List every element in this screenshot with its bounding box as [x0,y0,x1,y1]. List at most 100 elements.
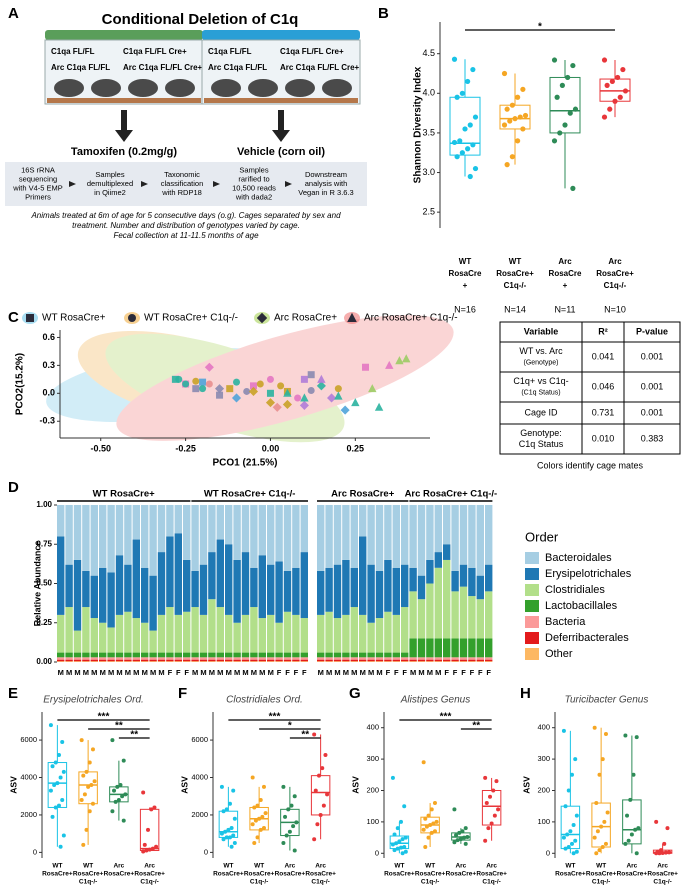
bar-segment [82,659,90,662]
point [86,784,91,789]
point [229,844,234,849]
x-tick-label: WT [83,863,93,870]
bar-segment [191,607,199,653]
point [394,841,399,846]
point [452,840,457,845]
point [334,391,343,400]
bar-segment [417,659,426,662]
point [243,387,251,395]
bar-segment [99,661,107,662]
x-tick-label: C1q-/- [504,281,527,290]
table-text: (C1q Status) [521,389,560,396]
point [56,803,61,808]
x-tick-label: Arc [486,863,497,870]
bar-segment [90,657,98,660]
bar-segment [258,659,266,662]
x-tick-label: C1q-/- [482,879,500,886]
panel-title: Clostridiales Ord. [226,695,303,706]
point [452,807,457,812]
point [470,66,476,73]
bar-segment [216,607,224,653]
bar-segment [157,657,166,660]
genotype-label: Arc C1qa FL/FL Cre+ [280,63,360,72]
bar-segment [443,559,451,639]
bar-segment [375,505,384,571]
sex-label: M [217,668,223,677]
y-tick-label: 0.25 [36,618,52,627]
point [454,94,460,100]
point [424,824,429,829]
bar-segment [124,505,132,565]
genotype-label: C1qa FL/FL Cre+ [280,47,344,56]
point [256,380,264,388]
point [522,112,529,119]
point [87,760,92,765]
sex-label: M [351,668,357,677]
bar-segment [199,564,208,615]
point [392,832,397,837]
diagram-title: Conditional Deletion of C1q [102,11,299,28]
point [597,848,602,853]
bar-segment [443,544,451,560]
point [48,788,53,793]
x-tick-label: RosaCre+ [42,871,73,878]
x-tick-label: C1q-/- [311,879,329,886]
point [561,835,566,840]
point [250,822,255,827]
bar-segment [174,661,182,662]
bar-segment [292,652,300,658]
group-label: WT RosaCre+ C1q-/- [204,489,296,500]
legend-label: Arc RosaCre+ [274,313,337,324]
y-tick-label: 0.75 [36,539,52,548]
bar-segment [115,505,124,556]
n-label: N=10 [604,304,626,314]
point [58,844,63,849]
point [625,813,630,818]
bar-segment [359,661,367,662]
legend-title: Order [525,529,559,544]
sex-label: F [285,668,290,677]
point [61,833,66,838]
point [601,114,608,120]
point [423,816,428,821]
point [147,847,152,852]
sex-label: M [58,668,64,677]
y-axis-label: ASV [350,776,360,794]
sex-label: M [108,668,114,677]
legend-label: Clostridiales [545,584,605,596]
legend-marker [26,314,34,322]
y-tick-label: 0.0 [42,388,55,398]
legend-swatch [525,616,539,628]
sex-label: F [453,668,458,677]
bar-segment [426,505,434,560]
x-tick-label: RosaCre [449,269,482,278]
point [227,835,232,840]
point [316,381,326,391]
point [226,827,231,832]
bar-segment [166,661,174,662]
x-tick-label: 0.25 [347,443,365,453]
bar-segment [199,652,208,658]
sex-label: F [394,668,399,677]
x-tick-label: Arc [608,257,622,266]
bar-segment [459,661,468,662]
x-tick-label: RosaCre+ [384,871,415,878]
significance-label: *** [269,712,281,723]
point [81,773,86,778]
bar-segment [99,505,107,568]
x-tick-label: C1q-/- [592,879,610,886]
point [467,173,473,180]
bar-segment [208,661,216,662]
bar-segment [250,652,258,658]
point [50,814,55,819]
sex-label: M [242,668,248,677]
bar-segment [359,536,367,615]
bar-segment [99,659,107,662]
x-tick-label: C1q-/- [250,879,268,886]
point [253,818,258,823]
bar-segment [325,505,333,568]
sex-label: M [410,668,416,677]
bar-segment [317,570,325,615]
bar-segment [468,567,476,597]
bar-segment [468,505,476,568]
